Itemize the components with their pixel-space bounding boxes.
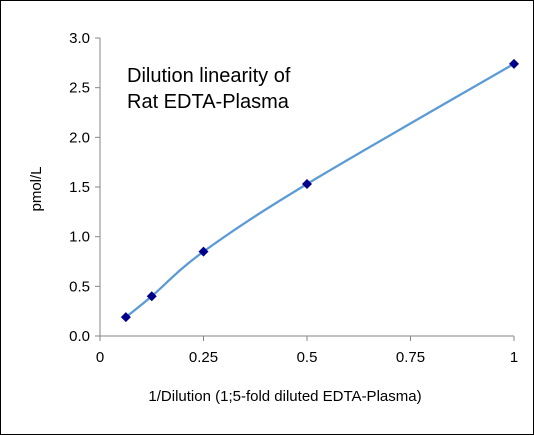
x-axis-label: 1/Dilution (1;5-fold diluted EDTA-Plasma… bbox=[148, 388, 421, 405]
data-point-marker bbox=[302, 179, 312, 190]
x-tick-label: 0 bbox=[96, 349, 104, 366]
y-tick-label: 1.5 bbox=[69, 179, 90, 196]
chart-title-line-1: Dilution linearity of bbox=[127, 65, 291, 87]
y-ticks: 0.0 0.5 1.0 1.5 2.0 2.5 3.0 bbox=[69, 30, 100, 345]
data-point-marker bbox=[146, 291, 157, 302]
x-tick-label: 0.75 bbox=[396, 349, 425, 366]
y-tick-label: 0.5 bbox=[69, 278, 90, 295]
chart-title-line-2: Rat EDTA-Plasma bbox=[127, 91, 290, 113]
x-tick-label: 0.5 bbox=[297, 349, 318, 366]
y-tick-label: 1.0 bbox=[69, 229, 90, 246]
x-ticks: 0 0.25 0.5 0.75 1 bbox=[96, 336, 518, 366]
series-group bbox=[120, 58, 519, 323]
y-tick-label: 2.5 bbox=[69, 80, 90, 97]
y-axis-label: pmol/L bbox=[28, 166, 45, 211]
y-tick-label: 2.0 bbox=[69, 129, 90, 146]
x-tick-label: 0.25 bbox=[189, 349, 218, 366]
chart-title: Dilution linearity of Rat EDTA-Plasma bbox=[127, 65, 291, 113]
x-tick-label: 1 bbox=[510, 349, 518, 366]
data-point-marker bbox=[198, 246, 209, 257]
data-point-marker bbox=[120, 312, 131, 323]
y-tick-label: 3.0 bbox=[69, 30, 90, 47]
y-tick-label: 0.0 bbox=[69, 328, 90, 345]
data-point-marker bbox=[509, 58, 519, 69]
